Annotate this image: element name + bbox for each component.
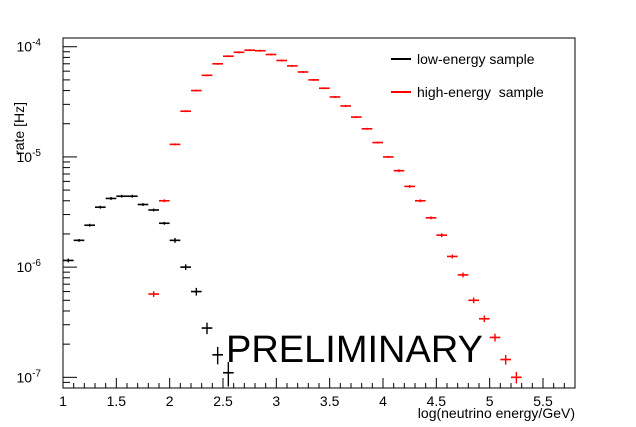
data-point <box>489 333 501 342</box>
legend: low-energy sample high-energy sample <box>391 51 544 100</box>
data-point <box>244 49 255 52</box>
y-tick-label: 10-4 <box>17 38 42 55</box>
x-tick-label: 1.5 <box>107 393 127 409</box>
data-point <box>351 116 362 119</box>
plot-frame <box>62 37 576 389</box>
y-tick-label: 10-7 <box>17 368 42 385</box>
x-tick-label: 4.5 <box>427 393 447 409</box>
data-point <box>255 49 266 52</box>
legend-label-low-energy: low-energy sample <box>417 51 535 67</box>
axis-ticks: 1 1.5 2 2.5 3 3.5 4 4.5 5 5.5 10-7 10-6 10-5 10-4 <box>17 38 576 409</box>
data-point <box>148 291 159 297</box>
data-point <box>479 315 490 323</box>
data-point <box>180 110 191 113</box>
x-tick-label: 2.5 <box>213 393 233 409</box>
x-tick-label: 4 <box>379 393 387 409</box>
series-high-energy <box>148 49 522 384</box>
x-tick-label: 3.5 <box>320 393 340 409</box>
data-point <box>457 272 469 278</box>
data-point <box>148 208 159 212</box>
data-point <box>447 254 458 259</box>
data-point <box>191 89 202 92</box>
x-tick-label: 2 <box>166 393 174 409</box>
data-point <box>425 216 437 220</box>
data-point <box>63 258 74 263</box>
data-point <box>361 127 373 130</box>
data-point <box>500 354 511 365</box>
data-point <box>319 87 330 90</box>
data-point <box>393 169 405 173</box>
data-point <box>415 199 426 203</box>
data-point <box>212 62 223 65</box>
y-tick-label: 10-6 <box>17 258 42 275</box>
data-point <box>372 141 383 144</box>
data-point <box>159 199 170 203</box>
data-point <box>127 194 138 198</box>
x-tick-label: 1 <box>59 393 67 409</box>
x-tick-label: 5.5 <box>533 393 553 409</box>
data-point <box>223 362 234 387</box>
data-point <box>436 233 447 238</box>
data-point <box>169 238 181 243</box>
data-point <box>116 194 127 198</box>
data-point <box>180 264 191 271</box>
data-point <box>276 59 287 62</box>
data-point <box>201 74 213 77</box>
data-point <box>287 64 298 67</box>
data-point <box>105 197 117 200</box>
x-axis-title: log(neutrino energy/GeV) <box>418 405 575 421</box>
data-point <box>223 55 234 58</box>
legend-label-high-energy: high-energy sample <box>417 84 544 100</box>
data-point <box>201 322 213 335</box>
data-point <box>73 238 85 242</box>
data-point <box>468 297 479 304</box>
y-axis-title: rate [Hz] <box>11 102 27 155</box>
data-point <box>84 223 95 227</box>
y-tick-label: 10-5 <box>17 148 42 165</box>
data-point <box>137 203 149 206</box>
data-point <box>169 143 181 146</box>
x-tick-label: 5 <box>486 393 494 409</box>
data-point <box>159 221 170 225</box>
preliminary-watermark: PRELIMINARY <box>226 329 483 371</box>
data-point <box>383 155 394 158</box>
data-point <box>404 184 415 188</box>
data-point <box>308 78 319 81</box>
data-point <box>191 287 202 296</box>
data-point <box>340 105 351 107</box>
data-point <box>95 205 106 209</box>
x-tick-label: 3 <box>272 393 280 409</box>
data-point <box>212 346 223 365</box>
data-point <box>329 96 341 98</box>
data-point <box>265 53 277 56</box>
data-point <box>297 71 309 73</box>
data-point <box>233 51 245 54</box>
series-low-energy <box>63 194 234 387</box>
data-point <box>511 371 522 384</box>
